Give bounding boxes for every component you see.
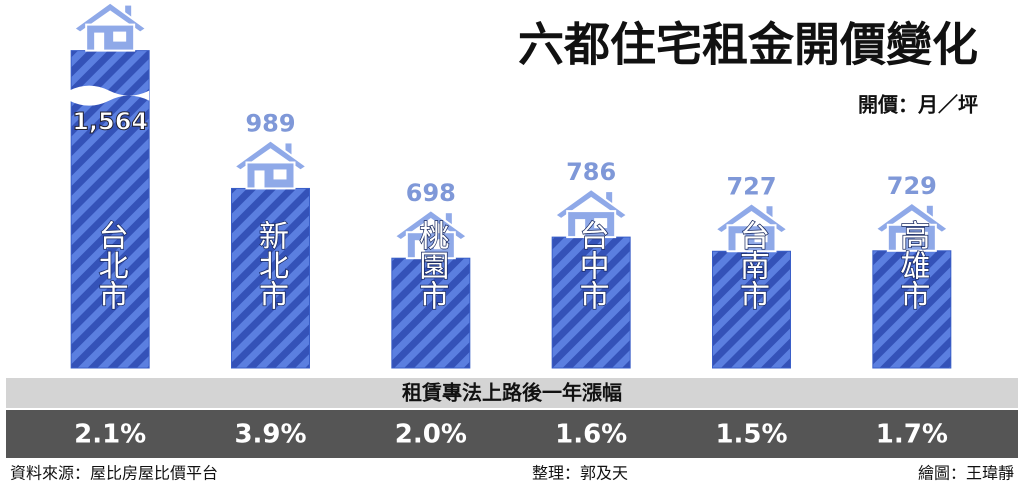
growth-label: 1.7% [876, 420, 948, 450]
bar [872, 250, 952, 369]
editor: 整理：郭及天 [532, 464, 628, 483]
growth-label: 1.6% [555, 420, 627, 450]
value-label: 698 [406, 179, 456, 207]
house-roof [874, 201, 950, 234]
unit-note: 開價：月／坪 [858, 93, 978, 117]
house-icon [713, 202, 790, 253]
value-label: 989 [245, 109, 295, 137]
house-roof [553, 187, 629, 221]
house-icon [72, 1, 148, 52]
bar [712, 250, 791, 369]
category-label: 高雄市 [894, 220, 930, 310]
house-door [895, 232, 906, 251]
category-label: 台南市 [734, 220, 769, 310]
house-window [433, 239, 447, 250]
house-door [575, 219, 586, 238]
house-window [914, 231, 928, 242]
bar [551, 236, 631, 369]
chart-title: 六都住宅租金開價變化 [518, 18, 978, 72]
house-door [414, 240, 425, 259]
bar [391, 257, 471, 369]
house-roof [713, 202, 790, 235]
house-door [94, 32, 105, 51]
growth-label: 2.0% [395, 420, 467, 450]
house-roof [232, 139, 309, 172]
value-label: 1,564 [72, 108, 148, 136]
growth-label: 2.1% [74, 420, 146, 450]
house-window [594, 218, 608, 229]
house-body [85, 23, 136, 52]
house-icon [553, 187, 629, 239]
value-label: 786 [566, 158, 616, 186]
growth-title: 租賃專法上路後一年漲幅 [402, 381, 622, 405]
growth-label: 3.9% [234, 420, 306, 450]
house-door [254, 170, 265, 189]
category-label: 台北市 [93, 220, 128, 310]
illustrator: 繪圖：王瑋靜 [918, 464, 1014, 483]
house-icon [874, 201, 950, 252]
category-label: 桃園市 [413, 220, 449, 310]
house-icon [232, 139, 309, 190]
growth-label: 1.5% [715, 420, 787, 450]
category-label: 新北市 [253, 220, 288, 310]
bar [231, 187, 310, 369]
category-label: 台中市 [574, 220, 609, 310]
axis-break [69, 85, 150, 106]
house-window [273, 169, 287, 180]
growth-header-band [6, 378, 1018, 408]
house-icon [393, 208, 469, 260]
house-body [245, 161, 296, 190]
value-label: 729 [887, 172, 937, 200]
house-window [754, 232, 768, 243]
house-door [735, 233, 746, 252]
house-roof [72, 1, 148, 34]
house-window [113, 31, 127, 42]
house-roof [393, 208, 469, 242]
growth-band [6, 410, 1018, 458]
source: 資料來源：屋比房屋比價平台 [10, 464, 218, 483]
value-label: 727 [726, 172, 776, 200]
